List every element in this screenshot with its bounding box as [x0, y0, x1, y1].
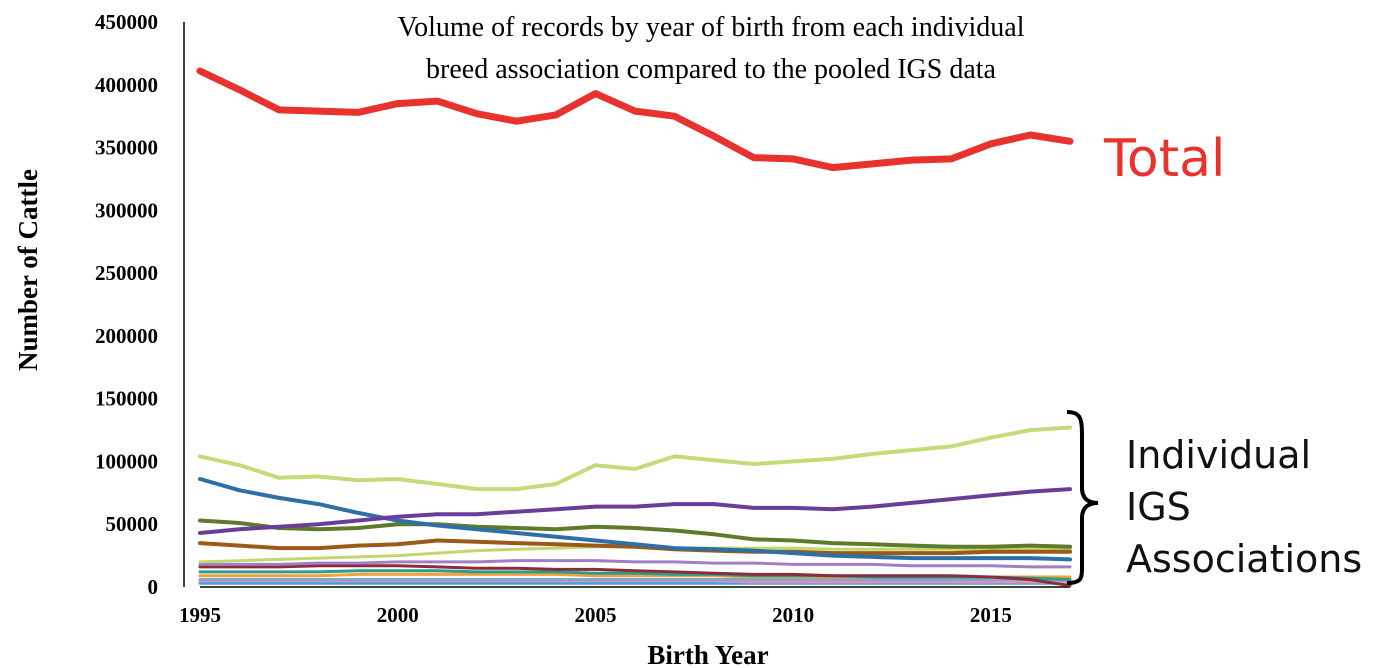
- series-line-8: [198, 564, 1072, 588]
- series-line-5: [198, 538, 1072, 556]
- total-annotation: Total: [1103, 129, 1225, 189]
- individual-annotation-line-2: IGS: [1126, 485, 1191, 529]
- chart-title: Volume of records by year of birth from …: [398, 12, 1025, 85]
- y-tick-label: 200000: [95, 324, 158, 348]
- series-line-2: [198, 487, 1072, 535]
- chart-title-line-2: breed association compared to the pooled…: [426, 54, 996, 85]
- y-tick-label: 350000: [95, 136, 158, 160]
- y-tick-label: 50000: [106, 512, 159, 536]
- y-axis-ticks: 0 50000 100000 150000 200000 250000 300000 3500…: [95, 10, 158, 599]
- series-line-4: [198, 518, 1072, 549]
- x-tick-label: 1995: [179, 603, 221, 627]
- individual-annotation-line-3: Associations: [1126, 537, 1362, 581]
- series-line-7: [198, 559, 1072, 569]
- x-tick-label: 2000: [377, 603, 419, 627]
- series-lines: [196, 67, 1074, 588]
- individual-annotation-line-1: Individual: [1126, 433, 1311, 477]
- y-tick-label: 400000: [95, 73, 158, 97]
- x-tick-label: 2005: [574, 603, 616, 627]
- series-line-total: [196, 67, 1074, 172]
- x-axis-title: Birth Year: [647, 640, 768, 668]
- y-tick-label: 300000: [95, 198, 158, 222]
- y-axis-title: Number of Cattle: [13, 169, 43, 371]
- y-tick-label: 250000: [95, 261, 158, 285]
- chart-title-line-1: Volume of records by year of birth from …: [398, 12, 1025, 43]
- x-tick-label: 2015: [970, 603, 1012, 627]
- bracket-icon: [1066, 410, 1099, 585]
- y-tick-label: 450000: [95, 10, 158, 34]
- x-tick-label: 2010: [772, 603, 814, 627]
- y-tick-label: 0: [148, 575, 159, 599]
- x-axis-ticks: 1995 2000 2005 2010 2015: [179, 603, 1012, 627]
- y-tick-label: 100000: [95, 449, 158, 473]
- series-line-1: [198, 425, 1072, 492]
- y-tick-label: 150000: [95, 387, 158, 411]
- series-line-3: [198, 477, 1072, 562]
